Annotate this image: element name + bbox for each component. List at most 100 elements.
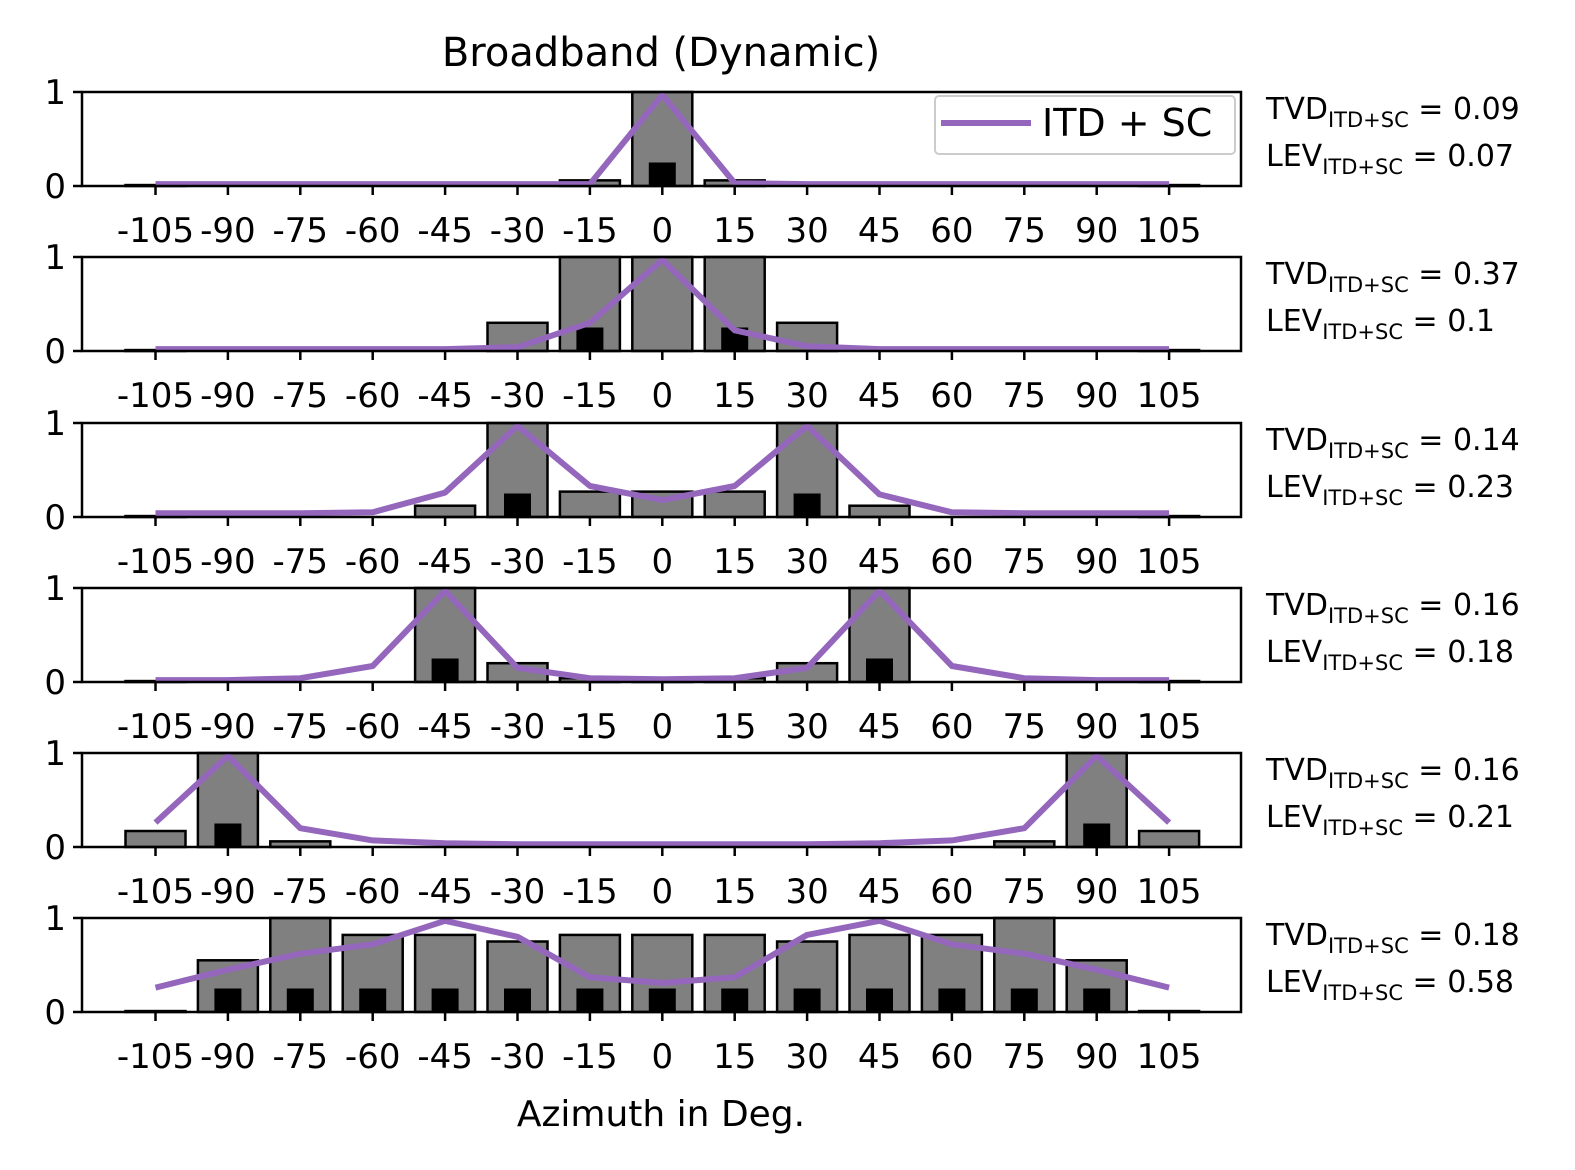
x-tick-label: 30 [785,707,828,747]
x-tick-label: -60 [345,211,401,251]
x-tick-label: -45 [417,1037,473,1077]
series-line-itd-sc [155,587,1170,684]
lev-annotation: LEVITD+SC = 0.07 [1266,139,1514,179]
x-tick-label: 90 [1075,707,1118,747]
inner-bar [1010,988,1038,1012]
x-tick-label: 45 [858,707,901,747]
tvd-annotation: TVDITD+SC = 0.16 [1265,588,1520,628]
y-tick-label: 1 [44,569,66,609]
x-tick-label: 75 [1003,707,1046,747]
x-tick-label: -75 [273,1037,329,1077]
x-tick-label: -60 [345,872,401,912]
legend: ITD + SC [934,95,1236,155]
lev-annotation: LEVITD+SC = 0.1 [1266,304,1495,344]
y-tick-label: 1 [44,734,66,774]
y-tick-label: 0 [44,828,66,868]
x-tick-label: -60 [345,542,401,582]
legend-frame [934,95,1236,155]
panel-2: 0 1 -105 -90 -75 -60 -45 -30 -15 0 15 30 45 60 75 90 105… [44,238,1519,416]
chart-title: Broadband (Dynamic) [442,30,880,76]
inner-bar [214,823,242,847]
x-tick-label: -30 [490,872,546,912]
y-tick-label: 0 [44,332,66,372]
legend-entry-label: ITD + SC [1042,101,1212,145]
x-tick-label: 30 [785,376,828,416]
lev-annotation: LEVITD+SC = 0.58 [1266,965,1514,1005]
inner-bar [866,658,893,682]
inner-bar [214,988,242,1012]
tvd-annotation: TVDITD+SC = 0.14 [1265,423,1520,463]
series-line-itd-sc [155,256,1170,353]
x-tick-label: 30 [785,872,828,912]
y-tick-label: 0 [44,167,66,207]
y-tick-label: 1 [44,899,66,939]
inner-bar [938,988,966,1012]
x-tick-label: -15 [562,211,618,251]
panel-6: 0 1 -105 -90 -75 -60 -45 -30 -15 0 15 30 45 60 75 90 105… [44,899,1519,1077]
x-axis-label: Azimuth in Deg. [517,1094,805,1135]
x-tick-label: -90 [200,707,256,747]
inner-bar [648,988,676,1012]
inner-bar [866,988,893,1012]
inner-bar [431,988,459,1012]
x-tick-label: 30 [785,542,828,582]
panel-4: 0 1 -105 -90 -75 -60 -45 -30 -15 0 15 30 45 60 75 90 105… [44,569,1519,747]
x-tick-label: -105 [117,211,194,251]
x-tick-label: -45 [417,376,473,416]
x-tick-label: -90 [200,211,256,251]
x-tick-label: 45 [858,872,901,912]
x-tick-label: 105 [1137,707,1202,747]
x-tick-label: -30 [490,376,546,416]
x-tick-label: -15 [562,872,618,912]
bar [124,829,187,849]
x-tick-label: -15 [562,542,618,582]
inner-bar [1083,823,1111,847]
x-tick-label: -75 [273,707,329,747]
x-tick-label: 15 [713,211,756,251]
x-tick-label: 0 [651,211,673,251]
x-tick-label: 0 [651,707,673,747]
panel-3: 0 1 -105 -90 -75 -60 -45 -30 -15 0 15 30 45 60 75 90 105… [44,404,1519,582]
x-tick-label: -30 [490,1037,546,1077]
x-tick-label: -90 [200,872,256,912]
x-tick-label: 105 [1137,211,1202,251]
x-tick-label: 90 [1075,211,1118,251]
lev-annotation: LEVITD+SC = 0.23 [1266,470,1514,510]
x-tick-label: -75 [273,211,329,251]
x-tick-label: 15 [713,707,756,747]
tvd-annotation: TVDITD+SC = 0.37 [1265,257,1520,297]
bar [558,490,622,519]
x-tick-label: -90 [200,542,256,582]
tvd-annotation: TVDITD+SC = 0.16 [1265,753,1520,793]
x-tick-label: -75 [273,542,329,582]
bar [413,504,477,519]
series-line-itd-sc [154,917,1170,991]
x-tick-label: 105 [1137,1037,1202,1077]
x-tick-label: 75 [1003,542,1046,582]
inner-bar [286,988,314,1012]
inner-bar [359,988,387,1012]
x-tick-label: 75 [1003,376,1046,416]
x-tick-label: -15 [562,1037,618,1077]
y-tick-label: 1 [44,73,66,113]
x-tick-label: -45 [417,872,473,912]
axes-frame [80,586,1243,684]
x-tick-label: 45 [858,542,901,582]
x-tick-label: 90 [1075,542,1118,582]
x-tick-label: -90 [200,376,256,416]
inner-bar [576,988,604,1012]
lev-annotation: LEVITD+SC = 0.21 [1266,800,1514,840]
x-tick-label: 60 [930,872,973,912]
x-tick-label: -90 [200,1037,256,1077]
x-tick-label: 45 [858,1037,901,1077]
bar [486,940,549,1014]
inner-bar [721,988,749,1012]
x-tick-label: 15 [713,376,756,416]
y-tick-label: 0 [44,498,66,538]
x-tick-label: 60 [930,211,973,251]
x-tick-label: 90 [1075,376,1118,416]
inner-bar [576,327,604,351]
series-line-itd-sc [155,91,1170,188]
x-tick-label: -60 [345,1037,401,1077]
